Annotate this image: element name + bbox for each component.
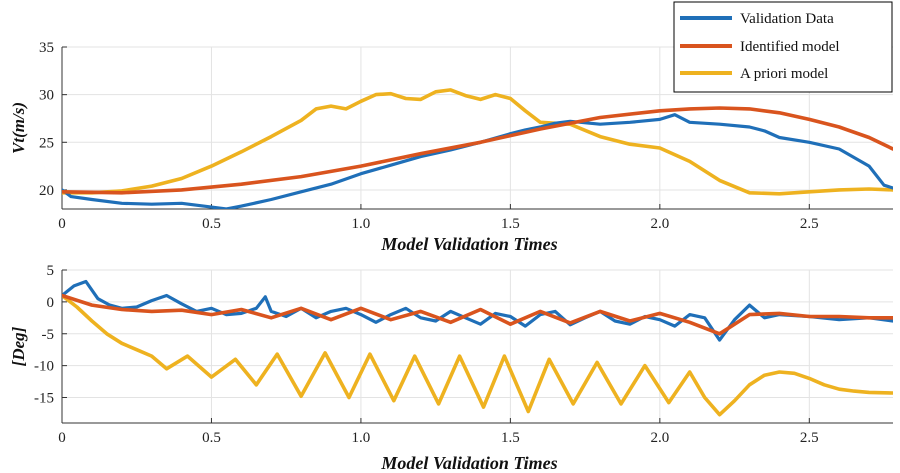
y-tick-label: 5 <box>47 263 55 279</box>
x-tick-label: 1.5 <box>501 430 520 446</box>
series-line-apriori <box>62 88 893 196</box>
y-tick-label: -15 <box>34 391 54 407</box>
y-tick-label: 0 <box>47 295 55 311</box>
x-tick-label: 2.5 <box>800 216 819 232</box>
y-tick-label: 25 <box>39 135 54 151</box>
y-tick-label: 30 <box>39 88 54 104</box>
x-tick-label: 1.5 <box>501 216 520 232</box>
y-tick-label: 35 <box>39 40 54 56</box>
x-axis-label: Model Validation Times <box>380 453 557 473</box>
x-tick-label: 0 <box>58 216 66 232</box>
x-tick-label: 0.5 <box>202 430 221 446</box>
x-tick-label: 0.5 <box>202 216 221 232</box>
x-tick-label: 2.0 <box>650 430 669 446</box>
legend-label-apriori: A priori model <box>740 66 828 82</box>
series-line-identified <box>62 293 893 336</box>
series-line-validation <box>62 279 893 342</box>
bottom-panel: 0 0.5 1.0 1.5 2.0 2.5 5 0 -5 -10 -15 Model Validati… <box>9 263 893 473</box>
legend: Validation Data Identified model A prior… <box>673 1 893 93</box>
legend-label-identified: Identified model <box>740 39 840 55</box>
x-tick-label: 1.0 <box>352 216 371 232</box>
y-tick-label: 20 <box>39 183 54 199</box>
series-line-apriori <box>62 293 893 417</box>
y-tick-label: -5 <box>42 327 55 343</box>
legend-label-validation: Validation Data <box>740 11 834 27</box>
y-axis-label: Vt(m/s) <box>9 102 28 154</box>
x-tick-label: 1.0 <box>352 430 371 446</box>
series-line-identified <box>62 106 893 195</box>
x-tick-label: 0 <box>58 430 66 446</box>
x-tick-label: 2.0 <box>650 216 669 232</box>
series-line-validation <box>62 113 893 209</box>
x-tick-label: 2.5 <box>800 430 819 446</box>
y-tick-label: -10 <box>34 359 54 375</box>
y-axis-label: [Deg] <box>9 326 28 366</box>
x-axis-label: Model Validation Times <box>380 234 557 254</box>
